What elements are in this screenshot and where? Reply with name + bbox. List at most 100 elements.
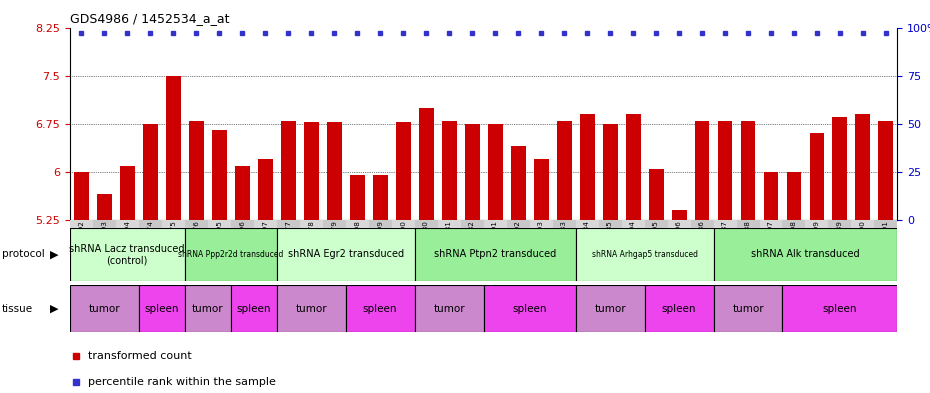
- Text: tumor: tumor: [594, 303, 626, 314]
- Text: ▶: ▶: [49, 250, 59, 259]
- Bar: [718, 121, 733, 220]
- Bar: [534, 159, 549, 220]
- Bar: [487, 124, 502, 220]
- Bar: [185, 220, 207, 228]
- Bar: [97, 195, 112, 220]
- Bar: [373, 175, 388, 220]
- Text: GSM1290689: GSM1290689: [837, 220, 843, 269]
- Text: shRNA Ptpn2 transduced: shRNA Ptpn2 transduced: [434, 250, 556, 259]
- Bar: [415, 228, 576, 281]
- Bar: [346, 220, 368, 228]
- Bar: [695, 121, 710, 220]
- Bar: [621, 220, 644, 228]
- Bar: [350, 175, 365, 220]
- Bar: [832, 118, 847, 220]
- Bar: [323, 220, 346, 228]
- Bar: [764, 172, 778, 220]
- Bar: [460, 220, 484, 228]
- Text: GSM1290696: GSM1290696: [239, 220, 246, 269]
- Text: tumor: tumor: [296, 303, 327, 314]
- Bar: [465, 124, 480, 220]
- Bar: [346, 285, 415, 332]
- Bar: [603, 124, 618, 220]
- Bar: [395, 122, 411, 220]
- Text: ▶: ▶: [49, 303, 59, 314]
- Text: GSM1290678: GSM1290678: [308, 220, 314, 269]
- Text: tumor: tumor: [433, 303, 465, 314]
- Bar: [70, 228, 185, 281]
- Text: GSM1290687: GSM1290687: [722, 220, 728, 269]
- Bar: [231, 220, 254, 228]
- Bar: [139, 220, 162, 228]
- Bar: [162, 220, 185, 228]
- Text: GSM1290692: GSM1290692: [78, 220, 85, 269]
- Bar: [737, 220, 760, 228]
- Bar: [852, 220, 874, 228]
- Bar: [599, 220, 621, 228]
- Bar: [644, 285, 713, 332]
- Text: spleen: spleen: [512, 303, 547, 314]
- Bar: [392, 220, 415, 228]
- Text: spleen: spleen: [363, 303, 397, 314]
- Bar: [207, 220, 231, 228]
- Text: GSM1290704: GSM1290704: [630, 220, 636, 269]
- Text: tumor: tumor: [88, 303, 120, 314]
- Text: GSM1290702: GSM1290702: [515, 220, 521, 269]
- Text: transformed count: transformed count: [88, 351, 192, 361]
- Bar: [70, 285, 139, 332]
- Bar: [690, 220, 713, 228]
- Bar: [139, 285, 185, 332]
- Bar: [713, 285, 782, 332]
- Bar: [415, 285, 484, 332]
- Bar: [644, 220, 668, 228]
- Bar: [668, 220, 690, 228]
- Bar: [782, 285, 897, 332]
- Bar: [415, 220, 438, 228]
- Text: GSM1290679: GSM1290679: [331, 220, 338, 269]
- Bar: [671, 210, 686, 220]
- Text: shRNA Egr2 transduced: shRNA Egr2 transduced: [287, 250, 404, 259]
- Bar: [93, 220, 115, 228]
- Bar: [115, 220, 139, 228]
- Bar: [829, 220, 852, 228]
- Bar: [552, 220, 576, 228]
- Text: GSM1290684: GSM1290684: [584, 220, 590, 269]
- Text: spleen: spleen: [823, 303, 857, 314]
- Text: GSM1290674: GSM1290674: [147, 220, 153, 269]
- Bar: [874, 220, 897, 228]
- Bar: [73, 172, 88, 220]
- Bar: [511, 146, 525, 220]
- Bar: [368, 220, 392, 228]
- Bar: [166, 75, 180, 220]
- Bar: [576, 220, 599, 228]
- Bar: [648, 169, 663, 220]
- Text: GSM1290706: GSM1290706: [676, 220, 682, 269]
- Bar: [713, 228, 897, 281]
- Text: GSM1290688: GSM1290688: [745, 220, 751, 269]
- Text: GSM1290694: GSM1290694: [125, 220, 130, 269]
- Bar: [438, 220, 460, 228]
- Text: spleen: spleen: [144, 303, 179, 314]
- Bar: [787, 172, 802, 220]
- Text: GSM1290681: GSM1290681: [446, 220, 452, 269]
- Bar: [507, 220, 529, 228]
- Text: percentile rank within the sample: percentile rank within the sample: [88, 377, 276, 387]
- Bar: [142, 124, 158, 220]
- Text: shRNA Lacz transduced
(control): shRNA Lacz transduced (control): [70, 244, 185, 265]
- Bar: [276, 220, 299, 228]
- Bar: [185, 285, 231, 332]
- Text: GSM1290680: GSM1290680: [423, 220, 429, 269]
- Text: GSM1290677: GSM1290677: [286, 220, 291, 269]
- Bar: [579, 114, 594, 220]
- Text: shRNA Alk transduced: shRNA Alk transduced: [751, 250, 860, 259]
- Bar: [805, 220, 829, 228]
- Text: GSM1290705: GSM1290705: [653, 220, 659, 269]
- Text: GSM1290700: GSM1290700: [400, 220, 406, 269]
- Bar: [740, 121, 755, 220]
- Bar: [760, 220, 782, 228]
- Bar: [529, 220, 552, 228]
- Text: GSM1290691: GSM1290691: [883, 220, 889, 269]
- Text: GSM1290707: GSM1290707: [768, 220, 774, 269]
- Bar: [782, 220, 805, 228]
- Bar: [258, 159, 272, 220]
